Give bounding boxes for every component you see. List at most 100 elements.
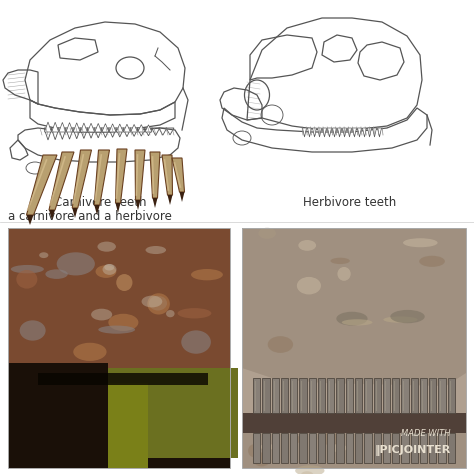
Polygon shape [8,228,230,383]
Text: a carnivore and a herbivore: a carnivore and a herbivore [8,210,172,223]
Polygon shape [135,150,145,200]
Polygon shape [355,433,362,463]
Ellipse shape [328,444,347,452]
Polygon shape [392,433,400,463]
Polygon shape [116,124,123,132]
Polygon shape [45,122,52,132]
Polygon shape [318,378,325,413]
Ellipse shape [46,269,68,279]
Polygon shape [346,378,353,413]
Polygon shape [150,152,160,198]
Ellipse shape [295,465,325,474]
Polygon shape [27,155,57,215]
Ellipse shape [342,319,373,326]
Bar [242,228,466,468]
Polygon shape [262,378,270,413]
Polygon shape [448,378,455,413]
Ellipse shape [146,246,166,254]
Ellipse shape [268,336,293,353]
Ellipse shape [178,308,211,319]
Polygon shape [162,155,173,195]
Ellipse shape [104,264,114,271]
Polygon shape [272,433,279,463]
Polygon shape [180,192,184,202]
Ellipse shape [191,269,223,280]
Polygon shape [332,128,337,137]
Ellipse shape [16,270,37,289]
Polygon shape [401,378,409,413]
Polygon shape [322,128,327,137]
Ellipse shape [98,242,116,252]
Polygon shape [367,128,372,137]
Polygon shape [448,433,455,463]
Polygon shape [410,378,418,413]
Polygon shape [51,128,59,140]
Ellipse shape [403,238,438,247]
Ellipse shape [39,252,48,258]
Bar [108,368,238,458]
Ellipse shape [149,296,167,310]
Polygon shape [138,125,145,132]
Polygon shape [152,128,160,136]
Polygon shape [377,128,382,137]
Polygon shape [242,228,466,386]
Polygon shape [300,378,307,413]
Ellipse shape [166,310,174,317]
Polygon shape [374,433,381,463]
Ellipse shape [11,265,44,273]
Polygon shape [145,125,152,132]
Ellipse shape [419,256,445,267]
Ellipse shape [298,240,316,251]
Polygon shape [44,128,52,140]
Polygon shape [52,122,59,132]
Polygon shape [88,123,94,132]
Polygon shape [131,124,137,132]
Polygon shape [59,122,66,132]
Polygon shape [95,123,102,132]
Polygon shape [308,128,311,137]
Ellipse shape [318,431,344,445]
Ellipse shape [390,310,425,323]
Ellipse shape [91,309,112,320]
Polygon shape [58,128,66,139]
Ellipse shape [301,471,313,474]
Ellipse shape [290,436,304,443]
Ellipse shape [337,267,351,281]
Ellipse shape [98,326,135,334]
Polygon shape [302,128,307,137]
Polygon shape [429,378,437,413]
Polygon shape [94,150,109,205]
Polygon shape [383,378,390,413]
Polygon shape [290,433,297,463]
Polygon shape [281,378,288,413]
Polygon shape [309,433,316,463]
Polygon shape [300,433,307,463]
Ellipse shape [181,330,211,354]
Ellipse shape [147,293,170,315]
Polygon shape [420,378,427,413]
Polygon shape [27,215,34,225]
Polygon shape [343,128,346,137]
Polygon shape [87,128,95,138]
Polygon shape [327,378,335,413]
Ellipse shape [142,296,162,308]
Bar [8,228,230,468]
Ellipse shape [297,277,321,294]
Polygon shape [145,128,153,136]
Polygon shape [420,433,427,463]
Bar [8,228,230,468]
Polygon shape [318,128,321,137]
Polygon shape [438,433,446,463]
Polygon shape [429,433,437,463]
Polygon shape [374,378,381,413]
Polygon shape [73,123,80,132]
Polygon shape [392,378,400,413]
Polygon shape [309,378,316,413]
Polygon shape [318,433,325,463]
Polygon shape [365,378,372,413]
Polygon shape [253,433,260,463]
Polygon shape [123,124,130,132]
Polygon shape [355,378,362,413]
Polygon shape [253,378,260,413]
Text: MADE WITH: MADE WITH [401,429,451,438]
